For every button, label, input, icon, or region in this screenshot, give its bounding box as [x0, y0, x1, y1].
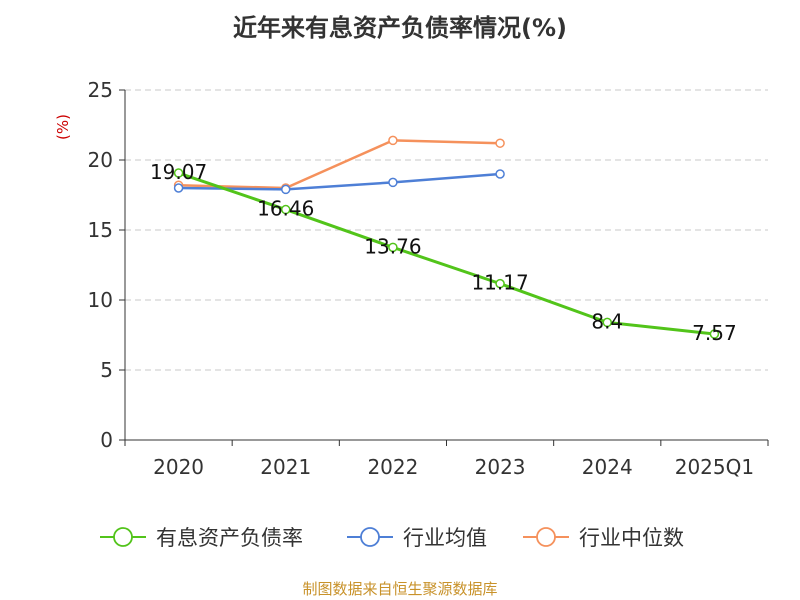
y-tick-label: 5	[100, 358, 113, 382]
legend-marker	[113, 527, 133, 547]
y-tick-label: 0	[100, 428, 113, 452]
data-point	[281, 184, 291, 195]
legend-label: 行业中位数	[579, 526, 684, 550]
y-tick-label: 20	[88, 148, 113, 172]
data-point	[602, 317, 612, 328]
data-point	[388, 242, 398, 253]
data-label: 16.46	[257, 197, 314, 221]
series-line	[178, 172, 501, 191]
x-tick-label: 2022	[367, 455, 418, 479]
y-tick-label: 15	[88, 218, 113, 242]
data-label: 19.07	[150, 160, 207, 184]
data-point	[709, 329, 720, 339]
data-point	[388, 135, 398, 146]
source-note: 制图数据来自恒生聚源数据库	[302, 580, 498, 598]
data-point	[388, 177, 398, 188]
data-label: 13.76	[364, 234, 421, 258]
data-point	[281, 204, 291, 215]
x-tick-label: 2020	[153, 455, 204, 479]
chart-title: 近年来有息资产负债率情况(%)	[233, 14, 567, 42]
series-line	[178, 171, 715, 336]
legend-marker	[360, 527, 380, 547]
y-axis-label: (%)	[54, 114, 72, 140]
legend-marker	[536, 527, 556, 547]
x-tick-label: 2023	[475, 455, 526, 479]
data-label: 8.4	[591, 309, 623, 333]
series-line	[178, 139, 501, 190]
y-tick-label: 25	[88, 78, 113, 102]
data-point	[173, 168, 184, 178]
data-point	[173, 183, 184, 193]
x-tick-label: 2021	[260, 455, 311, 479]
data-point	[495, 169, 505, 179]
x-tick-label: 2025Q1	[675, 455, 754, 479]
data-label: 11.17	[471, 271, 528, 295]
data-point	[495, 138, 505, 148]
legend-label: 有息资产负债率	[156, 526, 303, 550]
y-tick-label: 10	[88, 288, 113, 312]
data-label: 7.57	[692, 321, 737, 345]
legend-label: 行业均值	[403, 526, 487, 550]
x-tick-label: 2024	[582, 455, 633, 479]
data-point	[495, 278, 505, 289]
